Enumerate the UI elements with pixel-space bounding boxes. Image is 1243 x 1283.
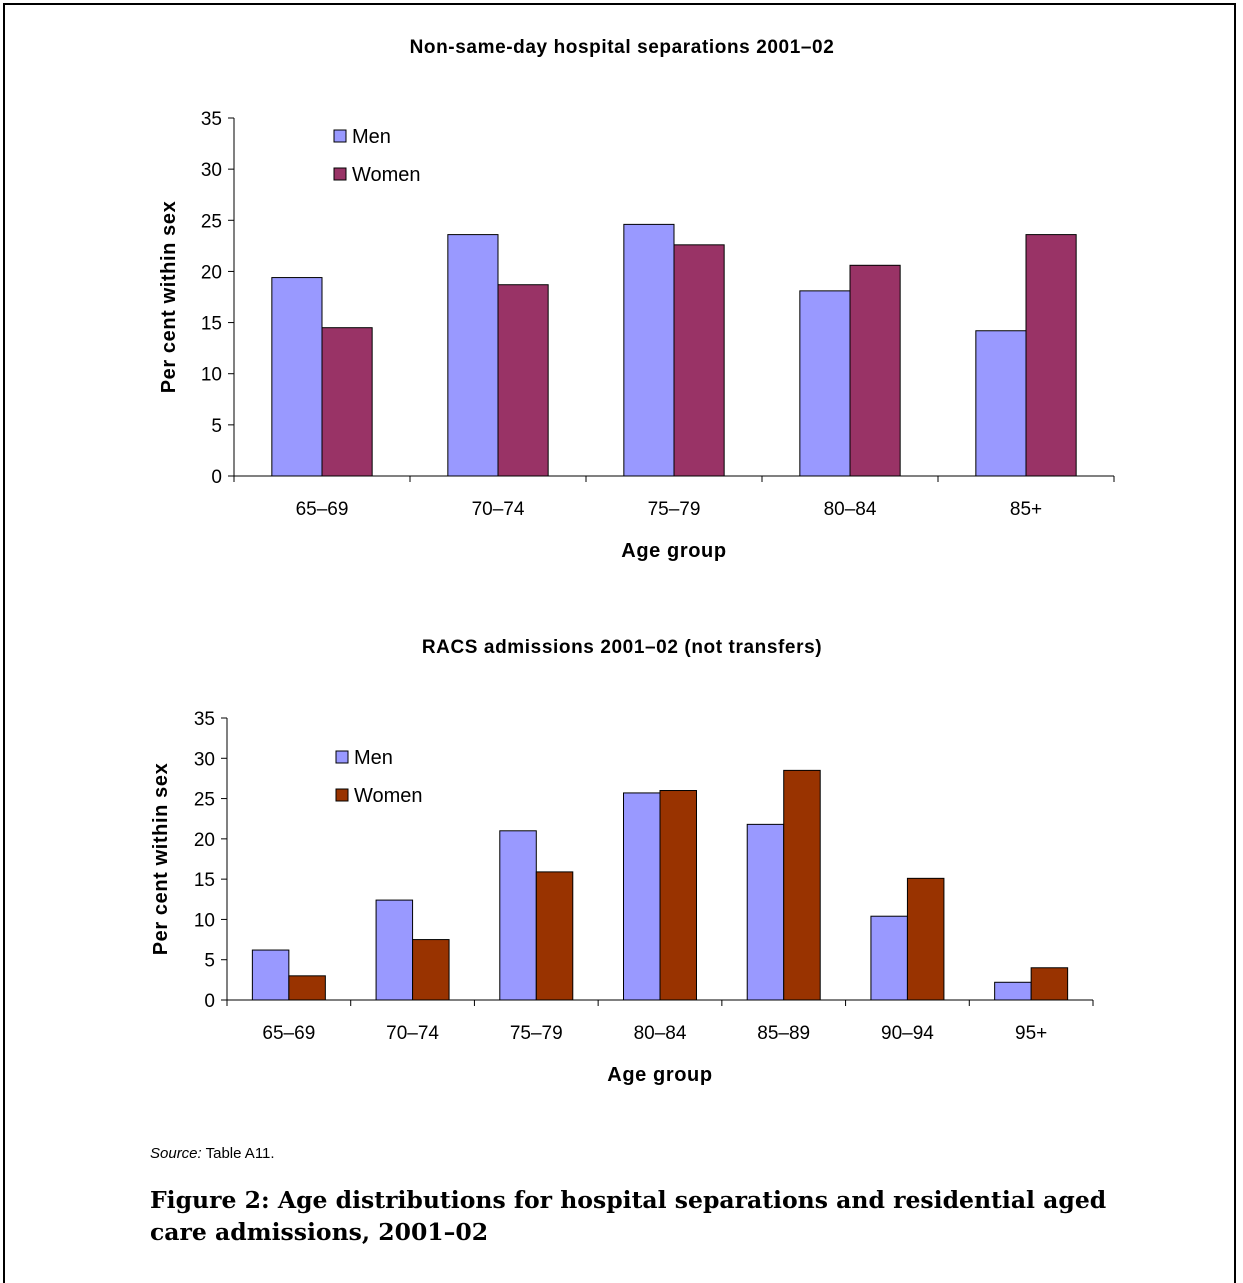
bar-women-3 xyxy=(535,871,574,1001)
x-tick-label: 80–84 xyxy=(634,1023,687,1044)
y-tick-label: 30 xyxy=(201,160,222,181)
chart-hospital-separations: Non-same-day hospital separations 2001–0… xyxy=(158,37,1115,562)
legend-label-men: Men xyxy=(352,126,391,148)
chart-title: RACS admissions 2001–02 (not transfers) xyxy=(422,637,822,658)
bar-women-2 xyxy=(412,939,450,1001)
legend-swatch-men xyxy=(333,129,347,143)
bar-women-5 xyxy=(1025,234,1077,477)
bar-men-3 xyxy=(623,223,675,477)
bar-men-6 xyxy=(870,915,908,1001)
y-tick-label: 0 xyxy=(211,467,222,488)
y-tick-label: 20 xyxy=(194,830,215,851)
bar-women-6 xyxy=(906,877,945,1001)
y-tick-label: 10 xyxy=(201,365,222,386)
bar-women-7 xyxy=(1030,967,1069,1001)
y-tick-label: 10 xyxy=(194,910,215,931)
figure-caption: Figure 2: Age distributions for hospital… xyxy=(150,1186,1107,1246)
y-tick-label: 15 xyxy=(201,314,222,335)
x-tick-label: 65–69 xyxy=(262,1023,315,1044)
x-tick-label: 70–74 xyxy=(472,499,525,520)
legend-label-women: Women xyxy=(352,164,421,186)
x-tick-label: 80–84 xyxy=(824,499,877,520)
x-tick-label: 75–79 xyxy=(648,499,701,520)
legend-swatch-women xyxy=(333,167,347,181)
y-tick-label: 5 xyxy=(204,951,215,972)
bar-women-4 xyxy=(659,790,697,1001)
x-axis-title: Age group xyxy=(607,1064,712,1086)
x-tick-label: 90–94 xyxy=(881,1023,934,1044)
x-tick-label: 85+ xyxy=(1010,499,1042,520)
x-tick-label: 95+ xyxy=(1015,1023,1047,1044)
bar-men-5 xyxy=(746,823,785,1001)
bar-men-1 xyxy=(251,949,290,1001)
bar-men-2 xyxy=(375,899,414,1001)
bar-women-2 xyxy=(497,284,549,477)
bar-men-2 xyxy=(447,234,499,477)
bar-women-1 xyxy=(321,327,373,477)
chart-racs-admissions: RACS admissions 2001–02 (not transfers) 0… xyxy=(150,637,1094,1086)
y-tick-label: 20 xyxy=(201,262,222,283)
legend-label-men: Men xyxy=(354,747,393,769)
y-axis-title: Per cent within sex xyxy=(150,763,172,956)
bar-men-4 xyxy=(799,290,851,477)
x-tick-label: 70–74 xyxy=(386,1023,439,1044)
y-axis-title: Per cent within sex xyxy=(158,201,180,394)
figure-frame xyxy=(3,3,1236,1283)
chart-title: Non-same-day hospital separations 2001–0… xyxy=(410,37,835,58)
y-tick-label: 30 xyxy=(194,749,215,770)
y-tick-label: 15 xyxy=(194,870,215,891)
source-text: Table A11. xyxy=(205,1145,275,1162)
legend-swatch-women xyxy=(335,788,349,802)
x-tick-label: 85–89 xyxy=(757,1023,810,1044)
bar-women-1 xyxy=(288,975,326,1001)
legend-swatch-men xyxy=(335,750,349,764)
bar-women-3 xyxy=(673,244,725,477)
y-tick-label: 35 xyxy=(201,109,222,130)
y-tick-label: 0 xyxy=(204,991,215,1012)
y-tick-label: 5 xyxy=(211,416,222,437)
y-tick-label: 25 xyxy=(201,211,222,232)
bar-women-5 xyxy=(783,769,821,1001)
y-tick-label: 25 xyxy=(194,790,215,811)
y-tick-label: 35 xyxy=(194,709,215,730)
bar-men-3 xyxy=(499,830,537,1001)
x-axis-title: Age group xyxy=(621,540,726,562)
bar-men-1 xyxy=(271,277,323,477)
bar-men-5 xyxy=(975,330,1027,477)
legend-label-women: Women xyxy=(354,785,423,807)
bar-men-4 xyxy=(623,792,661,1001)
source-note: Source: Table A11. xyxy=(150,1145,275,1162)
bar-women-4 xyxy=(849,264,901,477)
x-tick-label: 75–79 xyxy=(510,1023,563,1044)
x-tick-label: 65–69 xyxy=(296,499,349,520)
bar-men-7 xyxy=(994,981,1032,1001)
source-label: Source: xyxy=(150,1145,202,1162)
